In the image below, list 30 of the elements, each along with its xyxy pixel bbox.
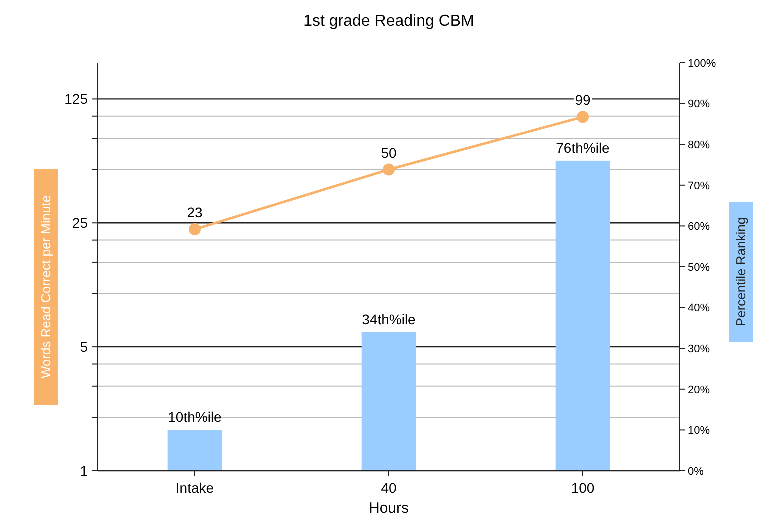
y2-tick-label: 100%	[688, 58, 716, 70]
data-label: 23	[187, 204, 203, 221]
x-tick-label: 40	[381, 480, 397, 496]
y2-tick-label: 90%	[688, 98, 710, 111]
y-tick-label: 125	[64, 91, 88, 108]
y2-tick-label: 0%	[688, 466, 704, 478]
chart-title: 1st grade Reading CBM	[304, 13, 474, 30]
data-label: 10th%ile	[168, 409, 222, 426]
y-tick-label: 5	[80, 338, 88, 355]
y2-tick-label: 10%	[688, 425, 710, 438]
data-label: 34th%ile	[362, 311, 416, 328]
y2-tick-label: 30%	[688, 343, 710, 356]
data-label: 76th%ile	[556, 140, 610, 156]
y2-tick-label: 20%	[688, 384, 710, 396]
y2-tick-label: 50%	[688, 262, 710, 274]
point	[383, 164, 395, 176]
x-tick-label: Intake	[176, 480, 214, 496]
point	[189, 224, 201, 236]
y2-tick-label: 80%	[688, 139, 710, 152]
x-axis-title: Hours	[368, 500, 410, 517]
y2-tick-label: 40%	[688, 302, 710, 315]
y-tick-label: 1	[80, 462, 88, 479]
x-tick-label: 100	[571, 480, 595, 496]
y2-axis-title: Percentile Ranking	[734, 217, 749, 327]
y2-tick-label: 70%	[688, 180, 710, 192]
point	[577, 111, 589, 124]
y-tick-label: 25	[72, 215, 88, 232]
y-axis-title: Words Read Correct per Minute	[38, 195, 54, 379]
y2-tick-label: 60%	[688, 221, 710, 234]
data-label: 50	[381, 144, 397, 161]
